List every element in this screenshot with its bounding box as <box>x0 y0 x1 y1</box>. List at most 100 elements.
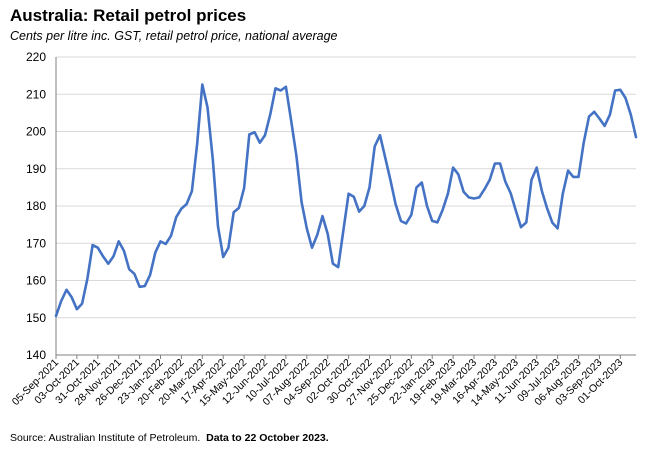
data-point <box>347 192 350 195</box>
data-point <box>373 145 376 148</box>
data-point <box>431 220 434 222</box>
data-point <box>332 262 334 265</box>
data-point <box>65 289 68 291</box>
data-point <box>556 227 559 230</box>
gridlines <box>56 56 636 319</box>
data-point <box>86 277 89 280</box>
data-point <box>144 285 146 287</box>
series-layer <box>54 83 638 318</box>
data-point <box>269 113 272 116</box>
series-line-petrol-price <box>54 83 638 318</box>
data-point <box>598 117 601 120</box>
source-note: Source: Australian Institute of Petroleu… <box>10 432 329 444</box>
data-point <box>97 246 99 249</box>
data-point <box>227 246 230 249</box>
data-point <box>253 131 256 133</box>
data-point <box>630 113 632 116</box>
data-point <box>222 256 224 258</box>
data-point <box>483 188 486 190</box>
data-point <box>274 87 277 90</box>
data-point <box>91 244 94 246</box>
data-point <box>363 205 366 207</box>
data-point <box>436 221 439 224</box>
data-point <box>248 133 251 136</box>
data-point <box>426 205 428 207</box>
data-point <box>117 240 120 243</box>
y-axis-tick-labels: 140 150 160 170 180 190 200 210 220 <box>26 50 46 362</box>
data-point <box>452 166 454 169</box>
data-point <box>551 222 554 224</box>
data-point <box>394 203 397 205</box>
data-point <box>384 156 387 159</box>
y-tick-label: 170 <box>26 236 46 250</box>
data-point <box>567 169 569 172</box>
data-point <box>285 86 287 88</box>
data-point <box>410 214 413 216</box>
data-point <box>212 158 214 161</box>
y-tick-label: 190 <box>26 162 46 176</box>
data-point <box>468 196 470 199</box>
data-point <box>593 111 595 113</box>
data-point <box>504 181 507 183</box>
data-point <box>415 186 418 189</box>
data-point <box>321 215 324 217</box>
data-point <box>520 226 522 228</box>
y-tick-label: 150 <box>26 311 46 325</box>
data-point <box>238 207 240 209</box>
data-point <box>243 187 245 189</box>
data-point <box>123 249 125 252</box>
data-point <box>149 274 151 276</box>
data-point <box>447 192 449 195</box>
y-tick-label: 220 <box>26 50 46 64</box>
data-point <box>311 246 313 249</box>
data-point <box>180 207 183 210</box>
data-point <box>300 201 303 204</box>
data-point <box>196 143 198 146</box>
data-point <box>494 162 496 165</box>
data-point <box>112 255 115 258</box>
data-point <box>515 209 517 212</box>
data-point <box>457 173 460 176</box>
x-axis-tick-labels: 05-Sep-202103-Oct-202131-Oct-202128-Nov-… <box>10 357 626 409</box>
data-point <box>603 125 606 127</box>
data-point <box>389 179 392 181</box>
y-tick-label: 210 <box>26 87 46 101</box>
data-point <box>326 233 329 235</box>
axes <box>55 57 636 359</box>
data-point <box>191 190 193 192</box>
data-point <box>530 179 533 181</box>
data-point <box>624 97 627 99</box>
data-point <box>232 211 235 214</box>
data-point <box>588 115 590 118</box>
data-point <box>509 192 512 194</box>
data-point <box>164 243 167 245</box>
data-point <box>499 162 501 165</box>
chart-title: Australia: Retail petrol prices <box>10 6 247 25</box>
data-point <box>342 229 345 231</box>
data-point <box>582 141 585 144</box>
data-point <box>295 154 298 157</box>
data-point <box>572 176 575 178</box>
data-point <box>81 302 83 305</box>
data-point <box>541 190 543 192</box>
data-point <box>609 113 611 116</box>
data-point <box>279 89 282 92</box>
y-tick-label: 180 <box>26 199 46 213</box>
data-point <box>614 89 616 92</box>
data-point <box>55 315 57 317</box>
data-point <box>441 208 444 211</box>
data-point <box>316 233 319 236</box>
data-point <box>60 300 62 302</box>
data-point <box>462 191 465 193</box>
data-point <box>76 308 78 311</box>
data-point <box>353 195 355 198</box>
data-point <box>405 222 407 225</box>
data-point <box>473 197 475 200</box>
data-point <box>421 181 423 184</box>
source-text: Source: Australian Institute of Petroleu… <box>10 432 201 444</box>
data-point <box>170 235 172 237</box>
data-point <box>185 203 188 205</box>
data-point <box>306 227 308 230</box>
data-point <box>264 134 266 136</box>
